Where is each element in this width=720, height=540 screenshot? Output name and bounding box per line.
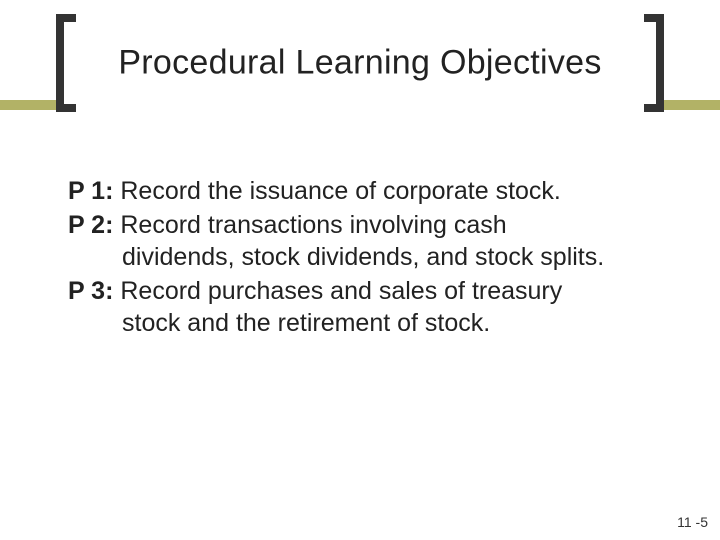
objective-tag: P 2: <box>68 211 113 239</box>
objective-tag: P 1: <box>68 177 113 205</box>
page-title: Procedural Learning Objectives <box>96 44 624 83</box>
objective-text: Record the issuance of corporate stock. <box>120 177 561 205</box>
title-bracket-frame: Procedural Learning Objectives <box>56 14 664 112</box>
list-item: P 2: Record transactions involving cash … <box>68 209 658 273</box>
objective-text-cont: stock and the retirement of stock. <box>68 307 658 339</box>
list-item: P 1: Record the issuance of corporate st… <box>68 175 658 207</box>
objective-text-cont: dividends, stock dividends, and stock sp… <box>68 241 658 273</box>
objectives-list: P 1: Record the issuance of corporate st… <box>68 175 658 341</box>
bracket-right-icon <box>644 14 664 112</box>
list-item: P 3: Record purchases and sales of treas… <box>68 275 658 339</box>
objective-text: Record transactions involving cash <box>120 211 506 239</box>
bracket-left-icon <box>56 14 76 112</box>
slide: Procedural Learning Objectives P 1: Reco… <box>0 0 720 540</box>
page-number: 11 -5 <box>677 514 708 530</box>
objective-text: Record purchases and sales of treasury <box>120 277 562 305</box>
objective-tag: P 3: <box>68 277 113 305</box>
